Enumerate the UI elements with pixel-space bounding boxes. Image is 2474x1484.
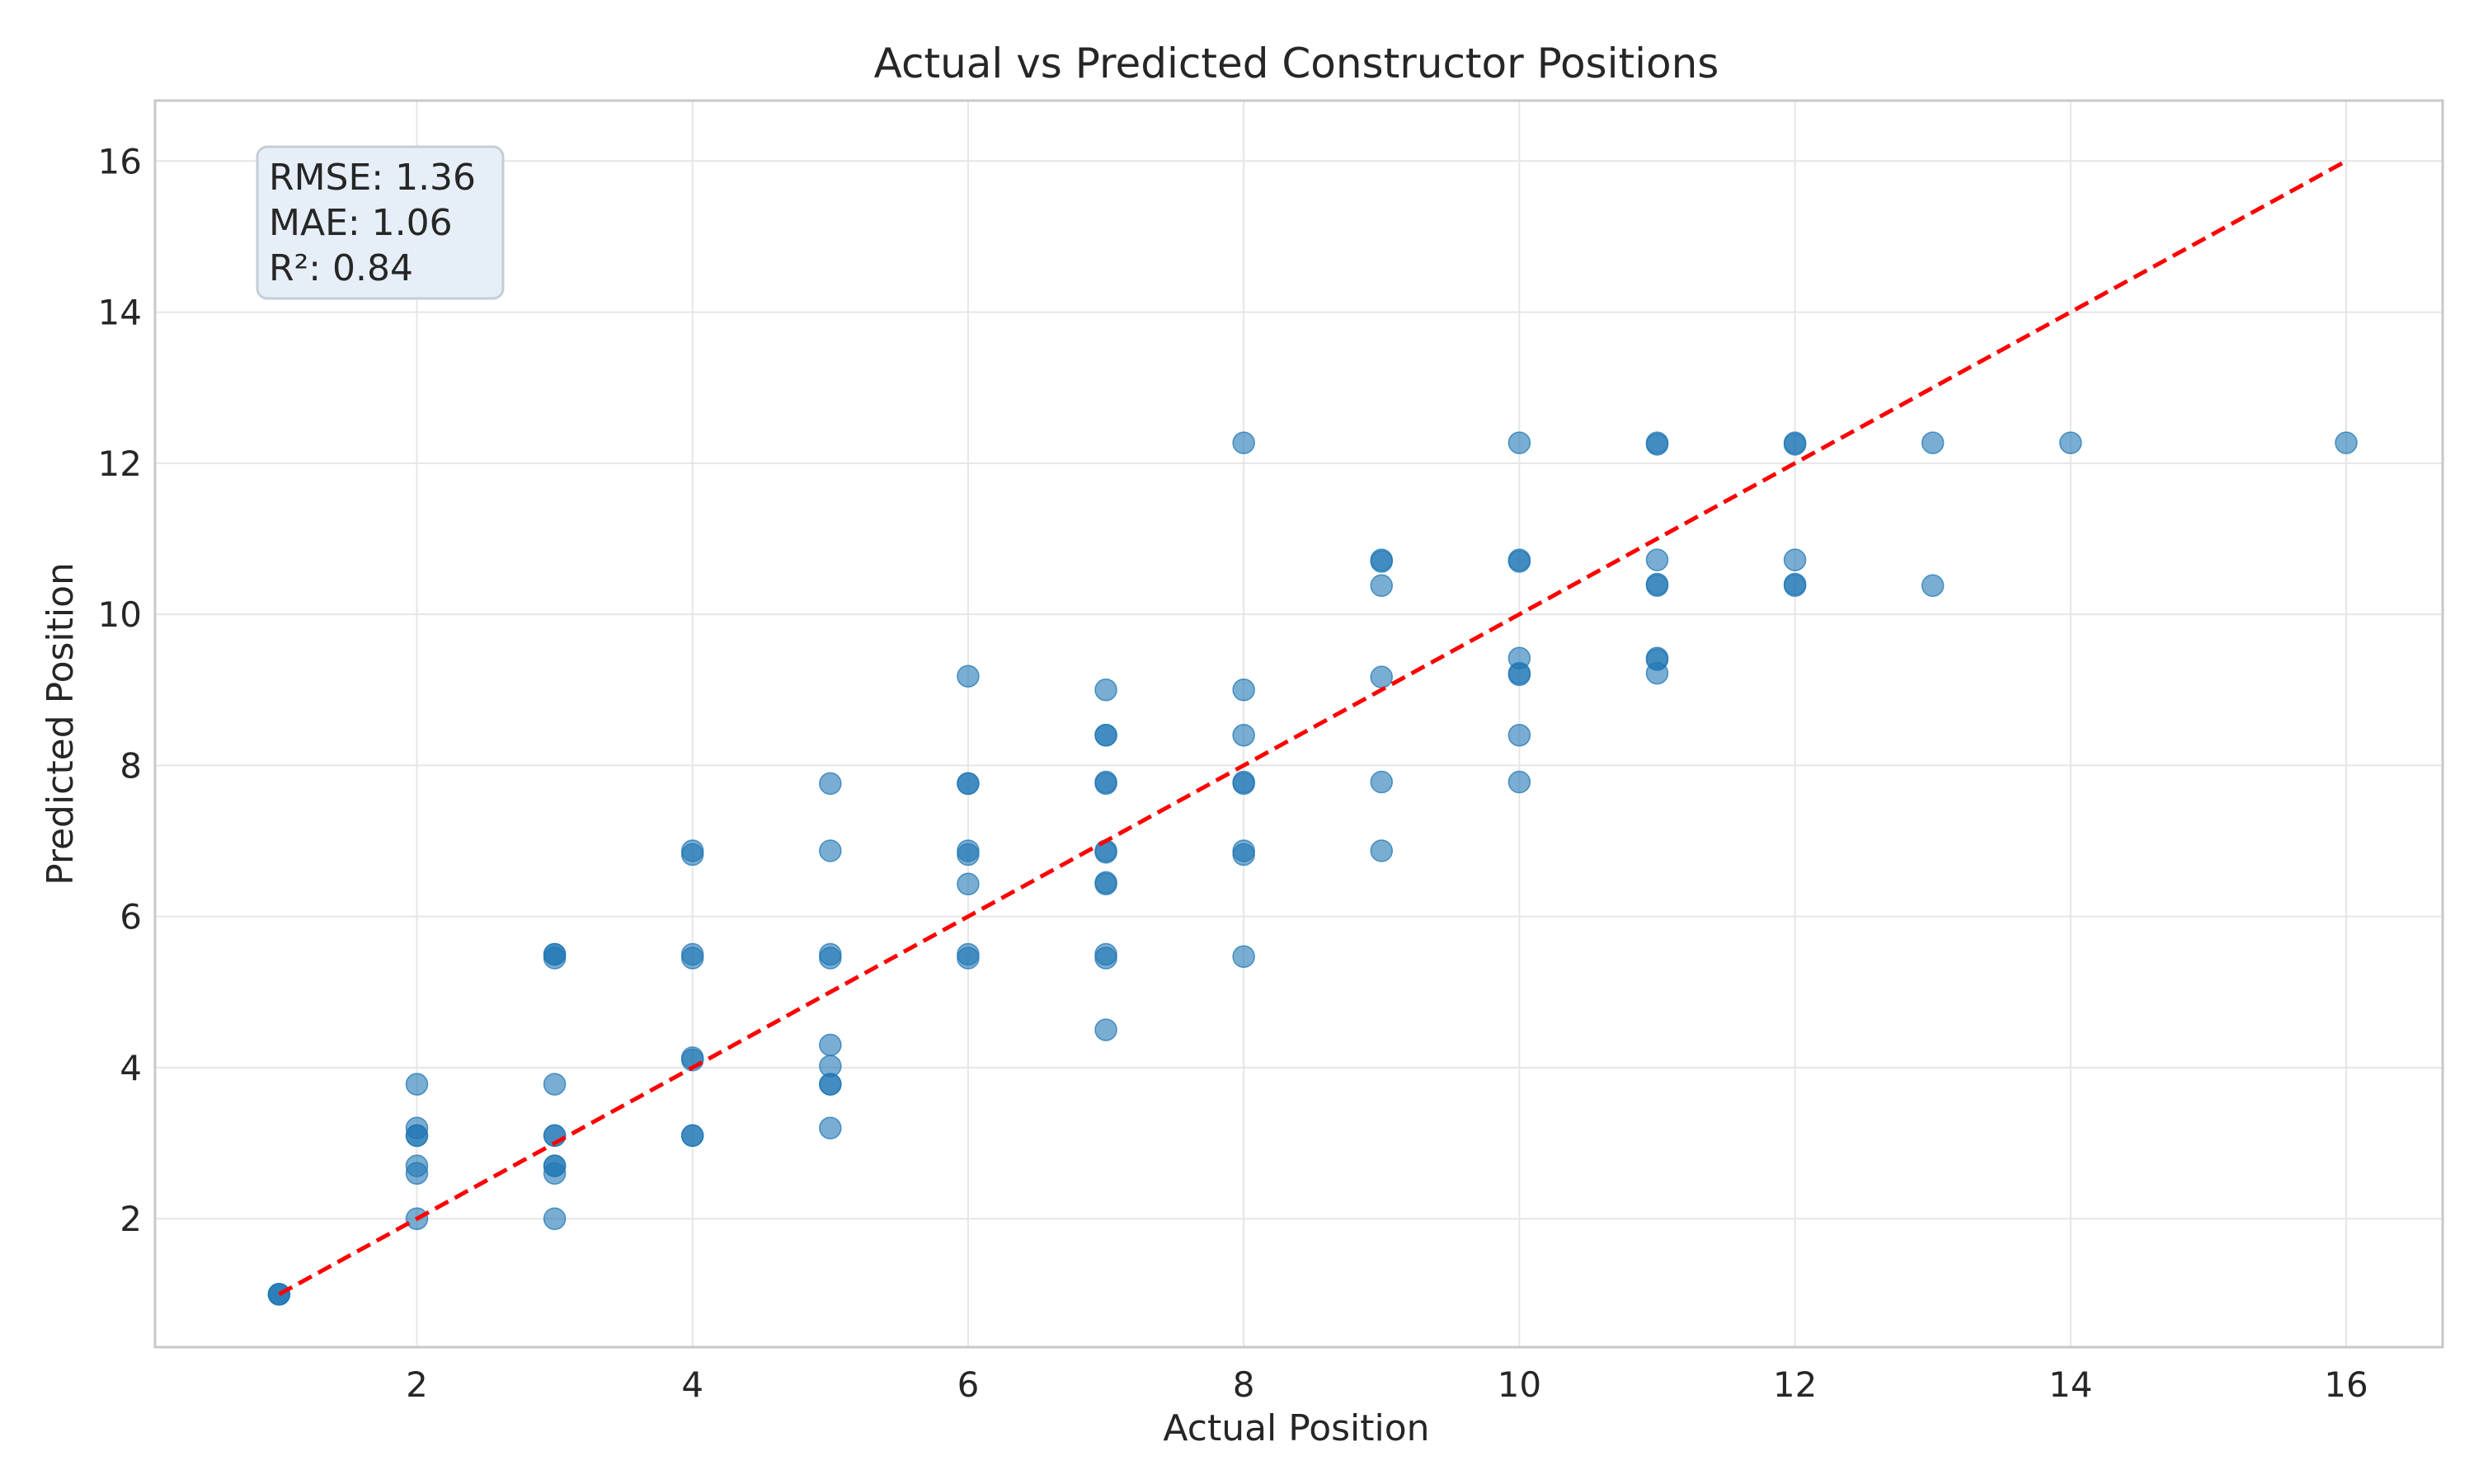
data-point <box>1921 431 1945 454</box>
y-tick-label: 6 <box>120 897 142 937</box>
x-tick-label: 12 <box>1773 1364 1817 1405</box>
data-point <box>819 946 842 970</box>
data-point <box>1232 431 1255 454</box>
data-point <box>680 843 704 866</box>
data-point <box>680 946 704 970</box>
x-tick-label: 4 <box>681 1364 703 1405</box>
y-tick-label: 16 <box>98 141 142 181</box>
data-point <box>819 772 842 796</box>
chart-title: Actual vs Predicted Constructor Position… <box>874 40 1719 87</box>
data-point <box>957 946 980 970</box>
data-point <box>1370 550 1394 573</box>
data-point <box>819 1073 842 1096</box>
reference-line-layer <box>278 159 2348 1297</box>
data-point <box>1232 772 1255 796</box>
metrics-box: RMSE: 1.36 MAE: 1.06 R²: 0.84 <box>256 145 505 300</box>
data-point <box>1645 574 1669 598</box>
data-point <box>1507 550 1531 573</box>
y-tick-label: 14 <box>98 293 142 333</box>
x-tick-label: 6 <box>957 1364 980 1405</box>
data-point <box>1094 679 1117 702</box>
data-point <box>819 839 842 862</box>
metric-mae: MAE: 1.06 <box>269 202 453 244</box>
x-axis-label: Actual Position <box>1163 1407 1429 1449</box>
y-tick-label: 8 <box>120 745 142 786</box>
data-point <box>1094 946 1117 970</box>
data-point <box>680 1124 704 1148</box>
data-point <box>819 1033 842 1057</box>
data-point <box>1507 431 1531 454</box>
x-tick-label: 14 <box>2048 1364 2092 1405</box>
data-point <box>1645 548 1669 571</box>
x-tick-label: 8 <box>1233 1364 1255 1405</box>
data-point <box>2335 431 2358 454</box>
data-point <box>1507 770 1531 794</box>
plot-frame <box>153 99 2444 1349</box>
data-point <box>1783 433 1807 456</box>
data-point <box>1094 872 1117 896</box>
data-point <box>1783 574 1807 598</box>
data-point <box>1370 574 1394 598</box>
y-tick-label: 4 <box>120 1048 142 1088</box>
y-tick-label: 2 <box>120 1199 142 1239</box>
data-point <box>1232 723 1255 747</box>
metric-rmse: RMSE: 1.36 <box>269 157 476 199</box>
x-tick-label: 16 <box>2324 1364 2368 1405</box>
data-point <box>957 772 980 796</box>
metric-r2: R²: 0.84 <box>269 247 413 289</box>
tick-labels: 2 4 6 8 10 12 14 16 2 4 6 8 10 12 14 16 <box>98 141 2368 1405</box>
data-point <box>1370 839 1394 862</box>
data-point <box>819 1116 842 1140</box>
data-point <box>1507 663 1531 687</box>
metrics-box-background <box>256 145 505 300</box>
x-tick-label: 10 <box>1498 1364 1541 1405</box>
data-point <box>543 1073 567 1096</box>
data-point <box>405 1162 429 1185</box>
data-point <box>1094 841 1117 864</box>
data-point <box>1370 665 1394 688</box>
data-point <box>957 665 980 688</box>
data-point <box>1094 723 1117 747</box>
y-tick-label: 10 <box>98 594 142 635</box>
data-point <box>1921 574 1945 598</box>
grid-lines <box>155 101 2443 1347</box>
data-point <box>1232 945 1255 968</box>
y-tick-label: 12 <box>98 444 142 484</box>
data-point <box>1783 548 1807 571</box>
data-point <box>543 1162 567 1185</box>
data-point <box>405 1124 429 1148</box>
data-point <box>2059 431 2082 454</box>
data-point <box>1094 772 1117 796</box>
data-point <box>1645 433 1669 456</box>
data-point <box>1645 661 1669 685</box>
data-point <box>957 843 980 866</box>
data-point <box>405 1073 429 1096</box>
data-point <box>1232 679 1255 702</box>
data-point <box>1370 770 1394 794</box>
x-tick-label: 2 <box>406 1364 428 1405</box>
data-point <box>1094 1018 1117 1041</box>
y-axis-label: Predicted Position <box>40 562 82 885</box>
data-point <box>1232 843 1255 866</box>
data-point <box>543 1207 567 1230</box>
reference-line <box>278 159 2348 1297</box>
data-point <box>1507 723 1531 747</box>
data-point <box>543 946 567 970</box>
scatter-points <box>267 431 2358 1306</box>
data-point <box>957 872 980 896</box>
